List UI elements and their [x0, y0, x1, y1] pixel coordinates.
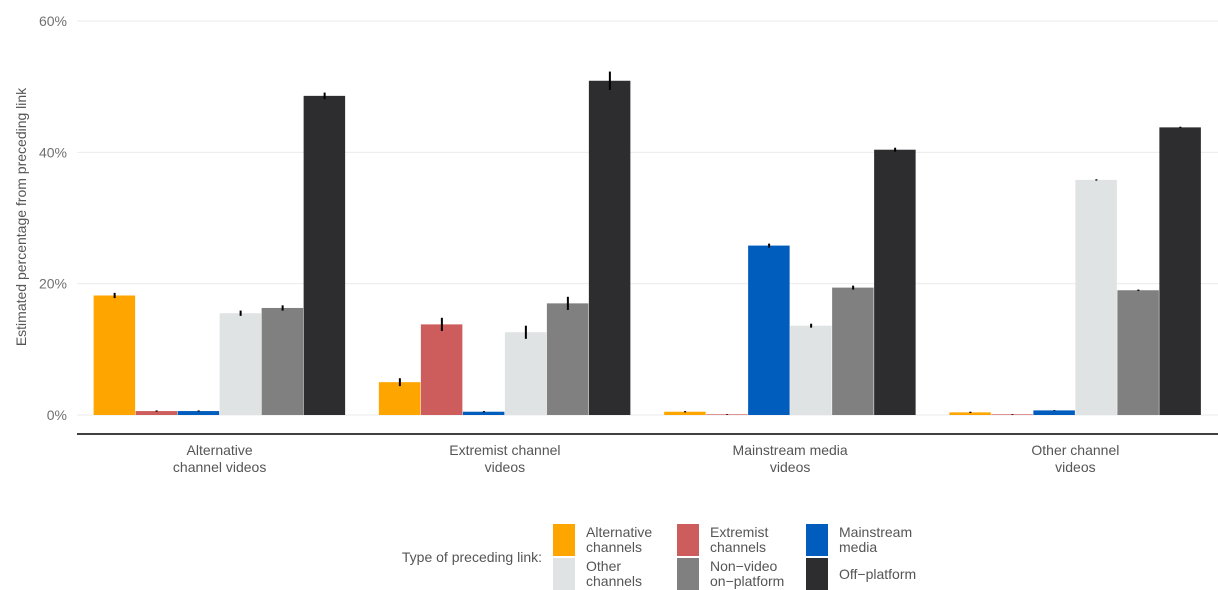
y-tick-label: 40% — [39, 144, 67, 160]
bar — [832, 287, 874, 415]
bar — [177, 411, 220, 415]
bar — [504, 332, 547, 415]
legend-swatch — [553, 558, 575, 590]
legend-label: Other channels — [586, 558, 642, 589]
legend-label: Alternative channels — [586, 524, 652, 555]
bar — [790, 325, 832, 415]
legend-title: Type of preceding link: — [402, 549, 542, 565]
y-axis-title: Estimated percentage from preceding link — [13, 87, 29, 346]
bar — [588, 80, 631, 416]
legend-swatch — [677, 524, 699, 556]
bar — [462, 411, 505, 415]
bar — [1117, 290, 1159, 415]
legend-label: Off−platform — [839, 566, 916, 582]
bar — [546, 303, 589, 415]
y-tick-label: 20% — [39, 276, 67, 292]
legend-swatch — [806, 558, 828, 590]
bar — [664, 411, 706, 415]
bar — [93, 295, 136, 415]
bar — [135, 411, 178, 415]
y-tick-label: 60% — [39, 13, 67, 29]
bar — [420, 324, 463, 415]
bars — [93, 80, 1201, 416]
legend-label: Non−video on−platform — [710, 558, 784, 589]
x-category-label: Mainstream media videos — [733, 442, 848, 475]
bar — [874, 149, 916, 415]
x-category-label: Alternative channel videos — [173, 442, 266, 475]
bar — [748, 245, 790, 415]
bar — [1075, 179, 1117, 415]
legend-swatch — [806, 524, 828, 556]
legend-label: Extremist channels — [710, 524, 768, 555]
bar — [949, 412, 991, 415]
y-tick-label: 0% — [47, 407, 67, 423]
x-category-labels: Alternative channel videos Extremist chann… — [173, 442, 1119, 475]
bar — [303, 95, 346, 416]
legend-swatch — [553, 524, 575, 556]
x-category-label: Other channel videos — [1031, 442, 1119, 475]
error-bars — [113, 71, 1182, 415]
bar — [1159, 127, 1201, 415]
legend: Type of preceding link: Alternative chann… — [402, 524, 916, 590]
bar — [378, 382, 421, 415]
y-tick-labels: 0% 20% 40% 60% — [39, 13, 67, 423]
bar — [219, 313, 262, 415]
x-category-label: Extremist channel videos — [449, 442, 560, 475]
legend-swatch — [677, 558, 699, 590]
bar — [261, 307, 304, 415]
legend-label: Mainstream media — [839, 524, 912, 555]
bar — [1033, 410, 1075, 415]
